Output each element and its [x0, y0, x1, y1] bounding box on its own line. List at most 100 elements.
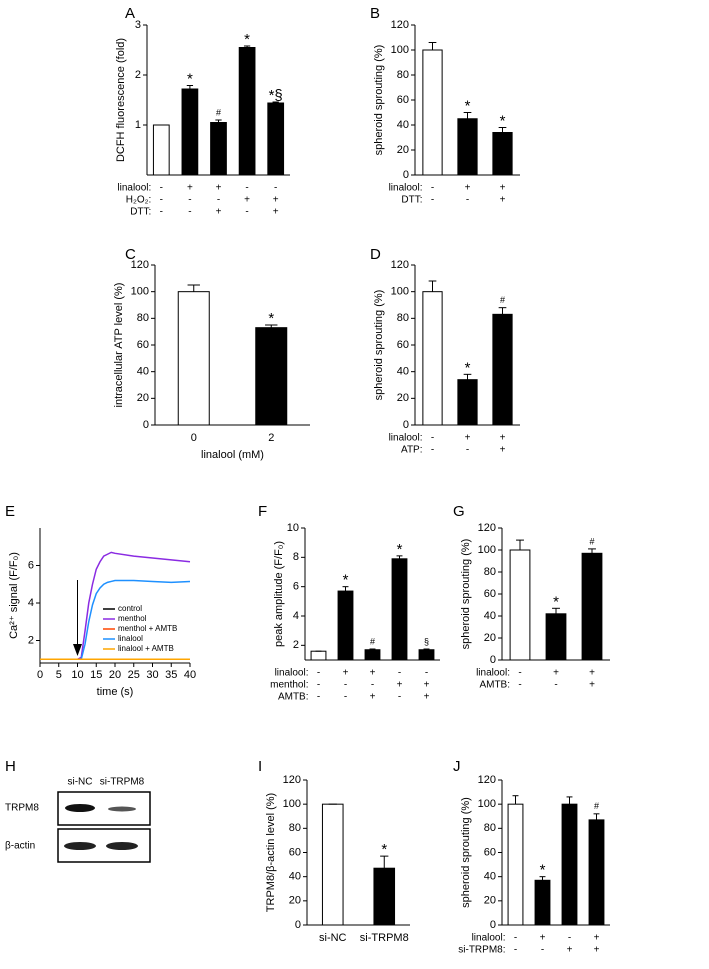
- y-tick-label: 60: [484, 588, 496, 600]
- annotation: #: [500, 295, 505, 305]
- condition-sign: +: [424, 680, 430, 691]
- condition-sign: -: [518, 680, 521, 691]
- lane-label: si-TRPM8: [100, 777, 145, 788]
- y-axis-label: Ca²⁺ signal (F/F₀): [8, 552, 20, 639]
- condition-sign: -: [425, 668, 428, 679]
- condition-sign: +: [589, 668, 595, 679]
- y-tick-label: 40: [484, 871, 496, 883]
- x-tick-label: 15: [90, 669, 102, 681]
- y-tick-label: 120: [283, 774, 301, 786]
- y-axis-label: spheroid sprouting (%): [460, 539, 472, 650]
- y-tick-label: 100: [391, 44, 409, 56]
- y-tick-label: 60: [397, 339, 409, 351]
- bar: [457, 379, 478, 426]
- annotation: *: [500, 112, 506, 129]
- condition-sign: -: [317, 692, 320, 703]
- annotation: *: [397, 541, 403, 558]
- x-tick-label: 5: [56, 669, 62, 681]
- annotation: §: [424, 636, 429, 646]
- y-tick-label: 80: [397, 69, 409, 81]
- condition-sign: +: [187, 183, 193, 194]
- panel-letter: E: [5, 503, 15, 520]
- y-tick-label: 20: [397, 392, 409, 404]
- condition-label: ATP:: [401, 445, 422, 456]
- condition-sign: -: [431, 433, 434, 444]
- x-tick-label: si-TRPM8: [360, 932, 409, 944]
- condition-label: linalool:: [117, 183, 151, 194]
- condition-sign: -: [245, 183, 248, 194]
- y-axis-label: spheroid sprouting (%): [373, 290, 385, 401]
- blot-band: [106, 842, 138, 850]
- y-tick-label: 40: [484, 610, 496, 622]
- y-tick-label: 0: [403, 419, 409, 431]
- condition-sign: +: [216, 183, 222, 194]
- condition-sign: -: [317, 680, 320, 691]
- x-tick-label: 10: [71, 669, 83, 681]
- condition-sign: -: [431, 183, 434, 194]
- y-tick-label: 0: [295, 919, 301, 931]
- y-tick-label: 120: [131, 259, 149, 271]
- condition-sign: -: [274, 183, 277, 194]
- condition-label: linalool:: [275, 668, 309, 679]
- condition-sign: -: [371, 680, 374, 691]
- y-tick-label: 1: [135, 119, 141, 131]
- legend-label: menthol + AMTB: [118, 624, 177, 633]
- panel-letter: D: [370, 246, 381, 263]
- annotation: #: [594, 801, 599, 811]
- condition-sign: -: [518, 668, 521, 679]
- bar: [509, 549, 531, 661]
- condition-sign: -: [160, 207, 163, 218]
- y-axis-label: TRPM8/β-actin level (%): [265, 793, 277, 912]
- y-tick-label: 20: [289, 895, 301, 907]
- y-tick-label: 100: [391, 286, 409, 298]
- bar: [507, 803, 524, 926]
- condition-sign: +: [567, 945, 573, 956]
- x-tick-label: 0: [37, 669, 43, 681]
- series-line: [40, 551, 191, 660]
- y-tick-label: 100: [131, 286, 149, 298]
- annotation: *: [268, 310, 274, 327]
- y-tick-label: 80: [289, 822, 301, 834]
- bar: [337, 590, 354, 661]
- y-tick-label: 120: [478, 522, 496, 534]
- x-tick-label: 20: [109, 669, 121, 681]
- bar: [391, 558, 408, 661]
- annotation: *: [465, 97, 471, 114]
- lane-label: si-NC: [68, 777, 93, 788]
- blot-panel: H si-NC si-TRPM8 TRPM8 β-actin: [5, 758, 151, 863]
- annotation: #: [589, 536, 594, 546]
- y-axis-label: spheroid sprouting (%): [460, 797, 472, 908]
- panel-letter: G: [453, 503, 465, 520]
- y-tick-label: 60: [397, 94, 409, 106]
- y-tick-label: 80: [397, 312, 409, 324]
- y-tick-label: 40: [137, 366, 149, 378]
- x-tick-label: 30: [146, 669, 158, 681]
- y-tick-label: 100: [478, 544, 496, 556]
- bar: [310, 650, 327, 661]
- legend-label: linalool + AMTB: [118, 644, 174, 653]
- x-tick-label: 2: [268, 432, 274, 444]
- x-tick-label: 40: [184, 669, 196, 681]
- bar: [561, 803, 578, 926]
- condition-label: H₂O₂:: [126, 195, 152, 206]
- y-tick-label: 40: [397, 119, 409, 131]
- y-tick-label: 80: [484, 566, 496, 578]
- condition-sign: +: [343, 668, 349, 679]
- panel-letter: A: [125, 5, 135, 22]
- legend-label: control: [118, 604, 142, 613]
- panel-letter: H: [5, 758, 16, 775]
- condition-sign: +: [500, 433, 506, 444]
- condition-sign: +: [540, 933, 546, 944]
- condition-sign: +: [500, 195, 506, 206]
- bar: [373, 867, 396, 926]
- condition-sign: -: [514, 945, 517, 956]
- y-tick-label: 20: [137, 392, 149, 404]
- y-tick-label: 100: [478, 798, 496, 810]
- condition-label: menthol:: [270, 680, 308, 691]
- y-tick-label: 2: [135, 69, 141, 81]
- condition-label: si-TRPM8:: [458, 945, 505, 956]
- blot-band: [64, 842, 96, 850]
- condition-sign: -: [317, 668, 320, 679]
- y-tick-label: 60: [484, 846, 496, 858]
- arrow-head: [73, 644, 82, 656]
